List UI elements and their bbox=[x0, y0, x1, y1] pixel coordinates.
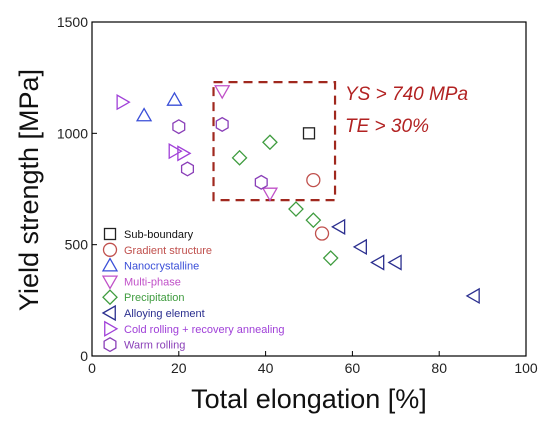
data-point bbox=[177, 145, 192, 162]
data-point bbox=[172, 119, 186, 135]
data-point bbox=[288, 201, 304, 217]
legend-label: Alloying element bbox=[124, 308, 205, 320]
data-point bbox=[465, 287, 480, 305]
data-point bbox=[135, 107, 153, 122]
data-point bbox=[302, 127, 316, 140]
plot-frame bbox=[91, 21, 527, 357]
y-tick-label: 0 bbox=[80, 348, 88, 364]
data-point bbox=[306, 172, 321, 188]
legend-marker bbox=[101, 257, 119, 272]
data-point bbox=[314, 226, 330, 241]
legend-marker bbox=[104, 320, 119, 337]
x-tick-label: 40 bbox=[258, 360, 274, 376]
data-point bbox=[331, 218, 346, 235]
data-point bbox=[262, 134, 278, 151]
legend-marker bbox=[101, 275, 119, 290]
data-point bbox=[116, 94, 131, 111]
legend-label: Precipitation bbox=[124, 292, 185, 304]
data-point bbox=[322, 250, 339, 266]
y-tick-label: 500 bbox=[65, 237, 89, 253]
data-point bbox=[168, 143, 183, 160]
legend: Sub-boundary Gradient structure Nanocrysta… bbox=[101, 227, 285, 353]
annotation-te: TE > 30% bbox=[345, 116, 429, 137]
x-tick-label: 20 bbox=[171, 360, 187, 376]
y-tick-label: 1500 bbox=[57, 14, 88, 30]
legend-marker bbox=[103, 227, 117, 241]
legend-marker bbox=[102, 289, 118, 306]
legend-label: Cold rolling + recovery annealing bbox=[124, 324, 285, 336]
data-point bbox=[180, 161, 195, 177]
legend-label: Multi-phase bbox=[124, 276, 181, 288]
y-tick-label: 1000 bbox=[57, 125, 88, 141]
highlight-region bbox=[212, 81, 337, 202]
data-point bbox=[352, 238, 367, 256]
data-point bbox=[166, 91, 183, 106]
legend-marker bbox=[102, 242, 118, 257]
data-point bbox=[305, 212, 322, 229]
y-axis-title: Yield strength [MPa] bbox=[14, 69, 44, 311]
x-axis-title: Total elongation [%] bbox=[191, 384, 427, 414]
data-point bbox=[254, 174, 268, 190]
legend-label: Gradient structure bbox=[124, 245, 212, 257]
x-tick-label: 60 bbox=[345, 360, 361, 376]
legend-label: Warm rolling bbox=[124, 340, 185, 352]
x-tick-label: 100 bbox=[514, 360, 538, 376]
data-point bbox=[215, 116, 229, 132]
annotation-ys: YS > 740 MPa bbox=[345, 84, 468, 105]
legend-marker bbox=[101, 304, 116, 322]
data-point bbox=[261, 187, 279, 202]
x-tick-label: 80 bbox=[431, 360, 447, 376]
data-point bbox=[387, 254, 402, 271]
data-point bbox=[214, 85, 231, 100]
data-points bbox=[116, 85, 480, 305]
legend-label: Sub-boundary bbox=[124, 229, 194, 241]
legend-marker bbox=[103, 337, 117, 353]
legend-label: Nanocrystalline bbox=[124, 261, 199, 273]
data-point bbox=[231, 149, 248, 166]
x-tick-label: 0 bbox=[88, 360, 96, 376]
data-point bbox=[370, 254, 385, 271]
